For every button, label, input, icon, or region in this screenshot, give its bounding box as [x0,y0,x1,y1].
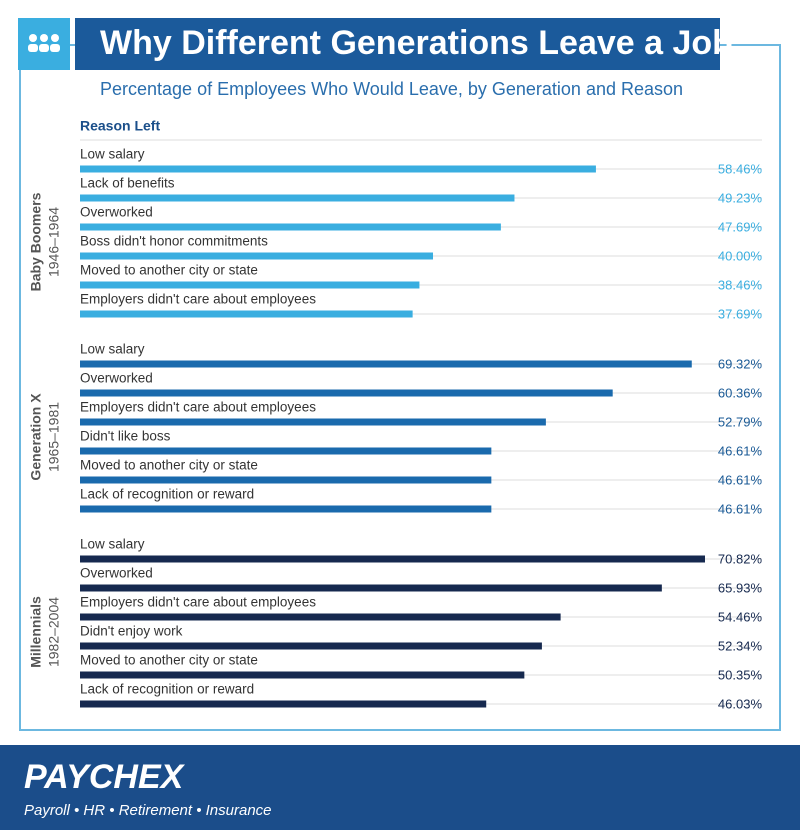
group-name: Baby Boomers [28,192,44,291]
group-name: Generation X [28,393,44,481]
group-label: Generation X 1965–1981 [28,393,62,481]
value-label: 52.79% [718,414,763,429]
category-label: Overworked [80,205,153,220]
bar [80,165,596,173]
value-label: 46.61% [718,443,763,458]
bar [80,700,487,708]
category-label: Employers didn't care about employees [80,400,316,415]
bar [80,642,542,650]
category-label: Lack of recognition or reward [80,487,254,502]
group-name: Millennials [28,596,44,668]
bar [80,418,546,426]
group-years: 1982–2004 [46,597,62,667]
category-label: Low salary [80,342,145,357]
value-label: 38.46% [718,277,763,292]
bar [80,223,501,231]
bar [80,584,662,592]
bar [80,671,525,679]
footer-band [0,745,800,830]
chart-title: Why Different Generations Leave a Job [100,24,733,62]
value-label: 49.23% [718,190,763,205]
chart-subtitle: Percentage of Employees Who Would Leave,… [100,79,683,99]
category-label: Boss didn't honor commitments [80,234,268,249]
value-label: 52.34% [718,638,763,653]
category-label: Lack of benefits [80,176,175,191]
category-label: Employers didn't care about employees [80,595,316,610]
group-label: Millennials 1982–2004 [28,596,62,668]
category-label: Lack of recognition or reward [80,682,254,697]
bar [80,505,492,513]
bar [80,281,420,289]
category-label: Low salary [80,147,145,162]
value-label: 46.61% [718,472,763,487]
category-label: Overworked [80,566,153,581]
bar [80,613,561,621]
value-label: 54.46% [718,609,763,624]
category-label: Overworked [80,371,153,386]
value-label: 58.46% [718,161,763,176]
bar [80,310,413,318]
bar [80,476,492,484]
value-label: 69.32% [718,356,763,371]
value-label: 46.03% [718,696,763,711]
group-label: Baby Boomers 1946–1964 [28,192,62,291]
group-years: 1965–1981 [46,402,62,472]
category-label: Didn't like boss [80,429,171,444]
title-bar [75,18,720,70]
category-label: Moved to another city or state [80,458,258,473]
bar [80,252,434,260]
value-label: 47.69% [718,219,763,234]
value-label: 46.61% [718,501,763,516]
value-label: 50.35% [718,667,763,682]
value-label: 60.36% [718,385,763,400]
category-label: Didn't enjoy work [80,624,183,639]
value-label: 40.00% [718,248,763,263]
value-label: 37.69% [718,306,763,321]
bar [80,194,515,202]
bar [80,555,705,563]
category-label: Low salary [80,537,145,552]
bar [80,360,692,368]
people-icon [28,34,60,52]
value-label: 65.93% [718,580,763,595]
category-label: Moved to another city or state [80,653,258,668]
brand: PAYCHEX [24,758,186,796]
axis-label: Reason Left [80,118,160,134]
value-label: 70.82% [718,551,763,566]
tagline: Payroll • HR • Retirement • Insurance [24,802,272,819]
group-years: 1946–1964 [46,207,62,277]
bar [80,447,492,455]
category-label: Moved to another city or state [80,263,258,278]
category-label: Employers didn't care about employees [80,292,316,307]
bar [80,389,613,397]
